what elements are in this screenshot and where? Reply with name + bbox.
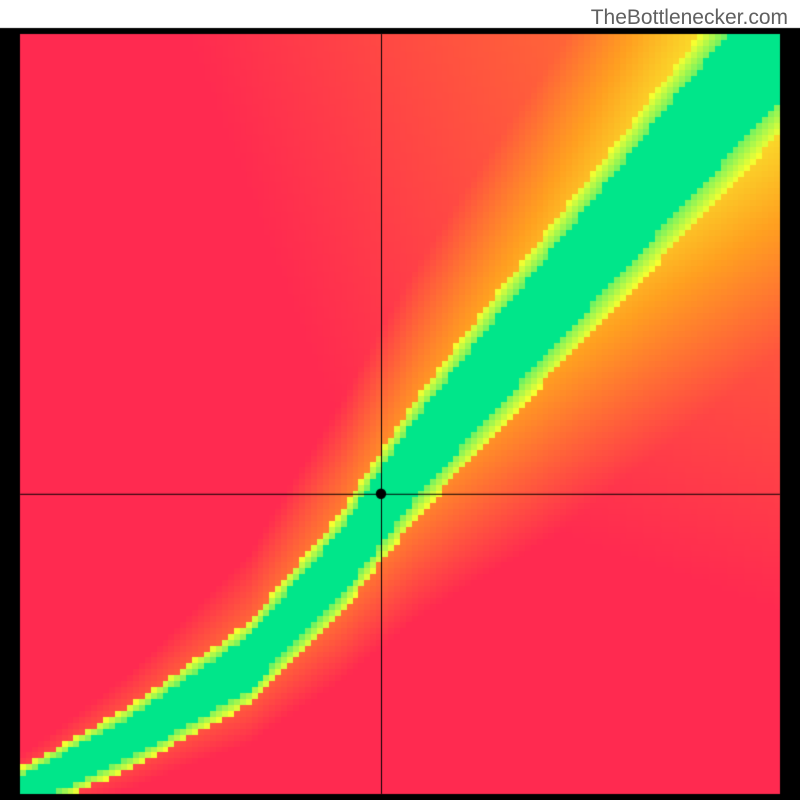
watermark-label: TheBottlenecker.com — [591, 6, 788, 30]
crosshair-overlay — [0, 0, 800, 800]
